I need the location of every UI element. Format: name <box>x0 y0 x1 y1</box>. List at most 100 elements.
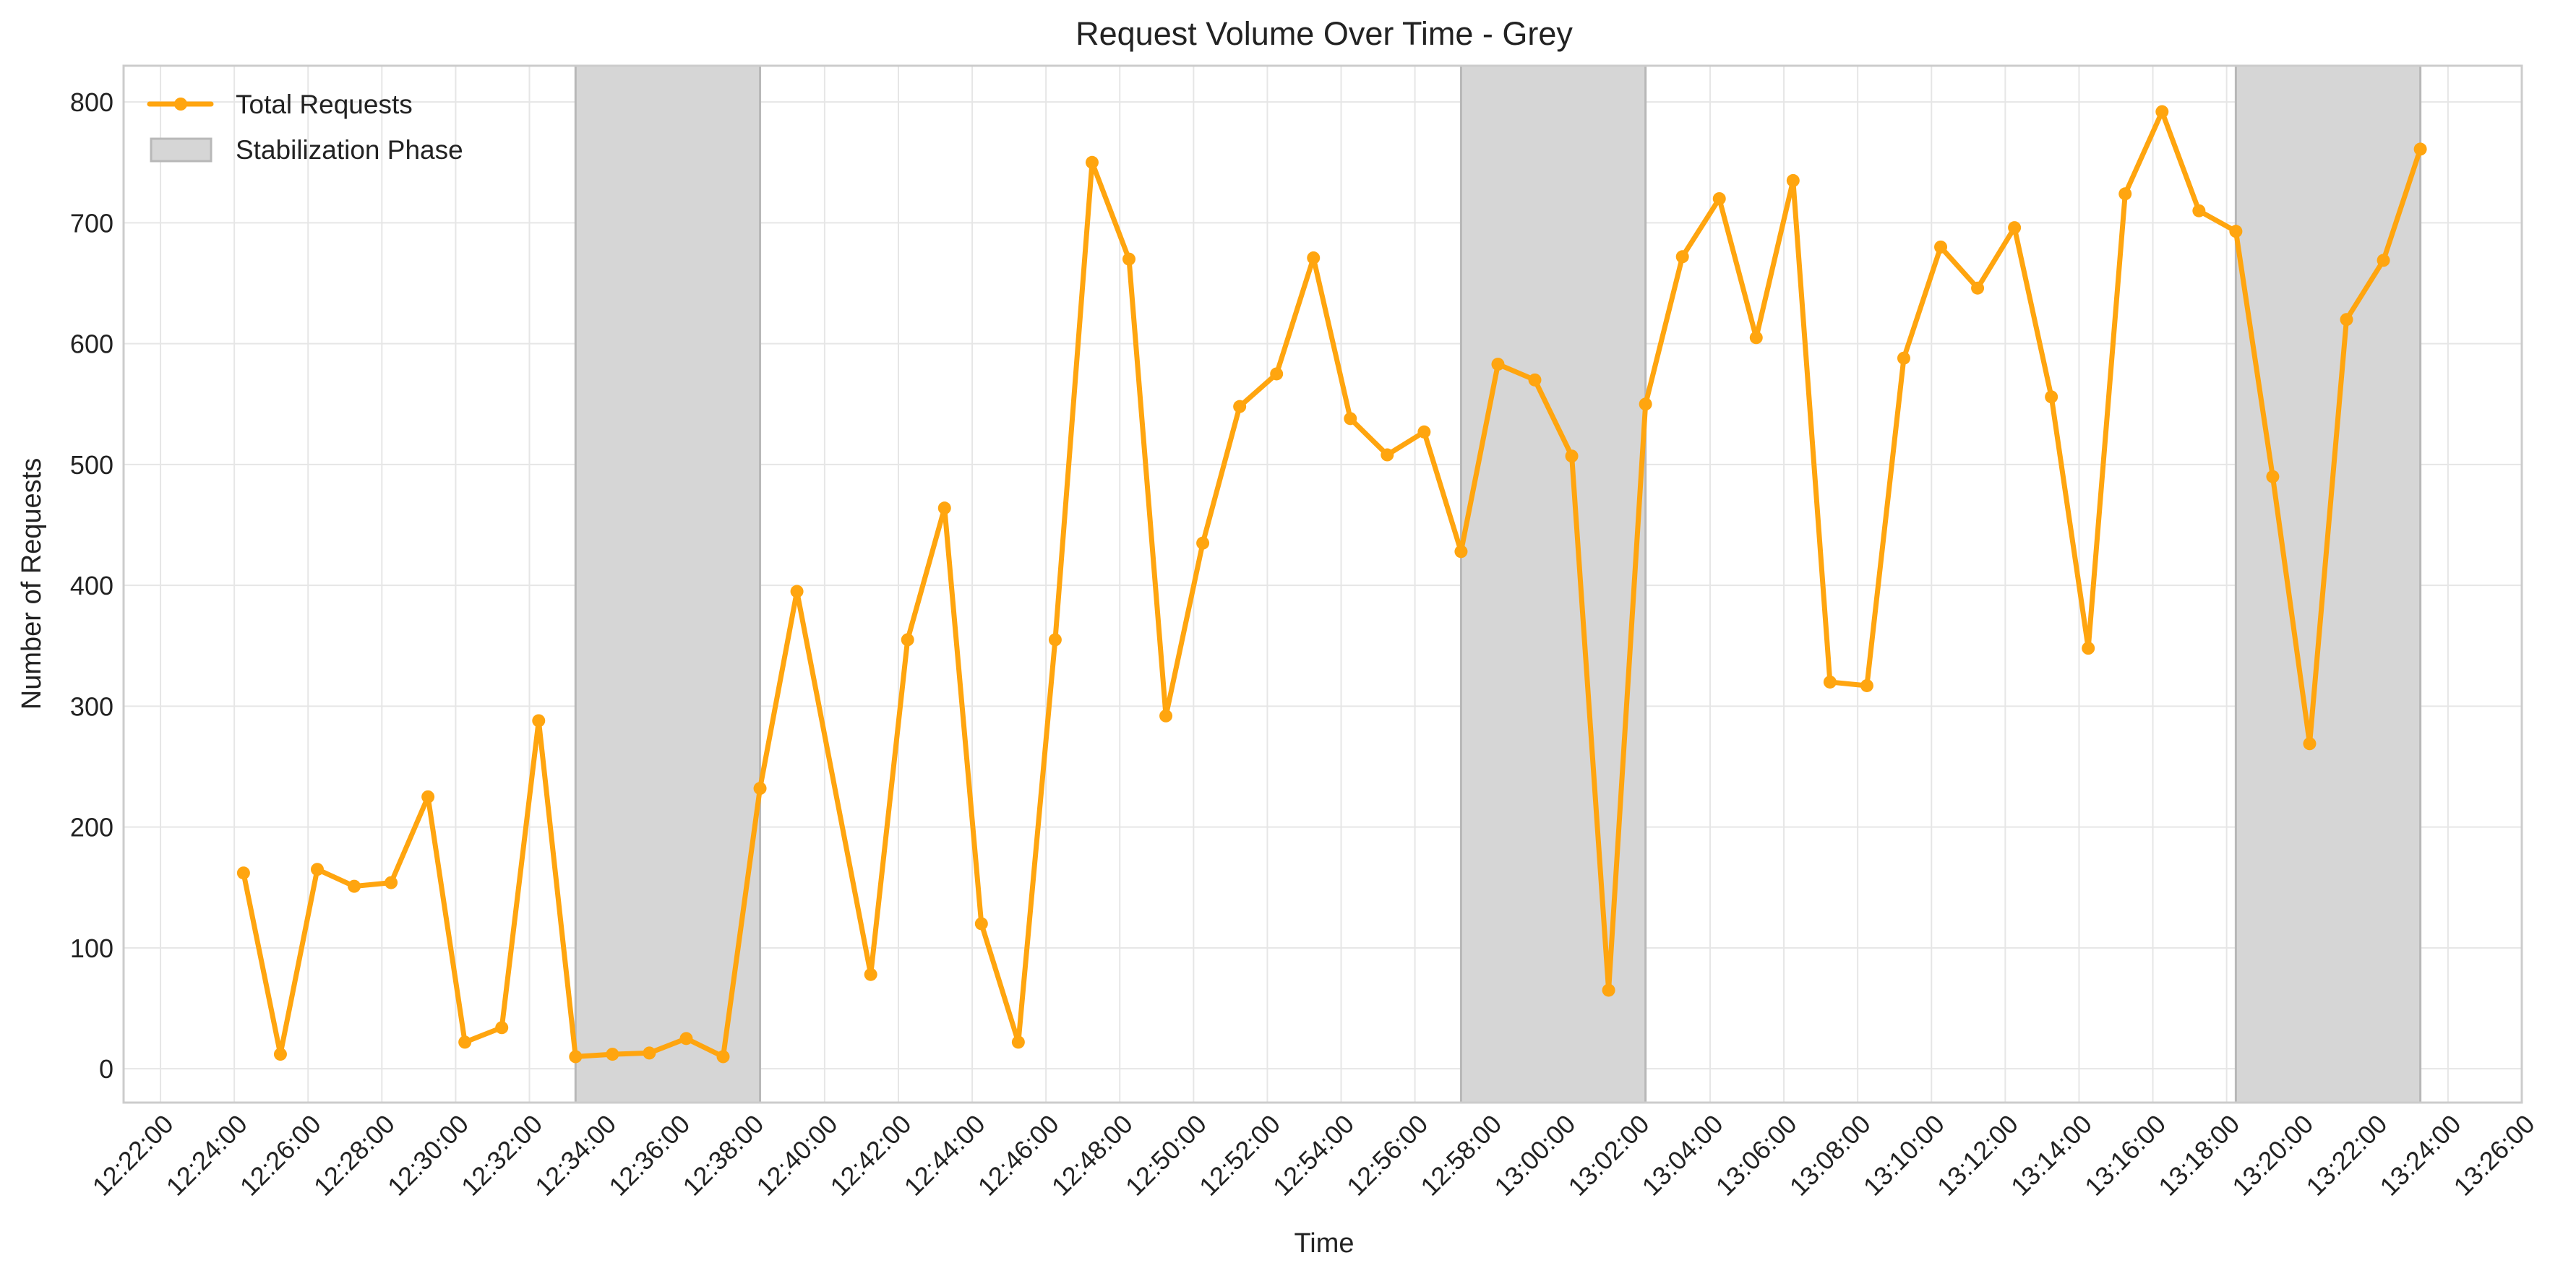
x-tick-label: 12:28:00 <box>308 1109 400 1202</box>
y-tick-label: 100 <box>70 934 113 963</box>
x-tick-label: 12:32:00 <box>455 1109 548 1202</box>
x-tick-label: 12:22:00 <box>87 1109 179 1202</box>
stabilization-phase-band <box>2234 64 2422 1104</box>
y-axis-label: Number of Requests <box>17 458 47 710</box>
y-tick-label: 600 <box>70 329 113 359</box>
data-point <box>1639 397 1652 411</box>
legend-marker-total-requests <box>174 98 187 111</box>
data-point <box>2118 187 2132 201</box>
x-tick-label: 13:26:00 <box>2448 1109 2541 1202</box>
x-axis-ticks: 12:22:0012:24:0012:26:0012:28:0012:30:00… <box>87 1109 2541 1202</box>
data-point <box>458 1035 472 1049</box>
data-point <box>1897 351 1910 365</box>
series-line-total-requests <box>241 109 2423 1059</box>
data-point <box>1491 358 1505 371</box>
data-point <box>2340 313 2353 327</box>
chart-title: Request Volume Over Time - Grey <box>1076 15 1573 52</box>
x-tick-label: 13:06:00 <box>1710 1109 1803 1202</box>
data-point <box>1085 155 1099 169</box>
x-tick-label: 13:12:00 <box>1931 1109 2024 1202</box>
data-point <box>1417 425 1431 439</box>
x-tick-label: 12:38:00 <box>677 1109 769 1202</box>
x-axis-label: Time <box>1294 1228 1354 1259</box>
data-point <box>2082 642 2095 655</box>
x-tick-label: 13:02:00 <box>1562 1109 1654 1202</box>
x-tick-label: 12:30:00 <box>382 1109 474 1202</box>
legend-label-total-requests: Total Requests <box>236 90 413 119</box>
data-point <box>606 1048 619 1061</box>
data-point <box>1934 240 1948 254</box>
data-point <box>716 1050 730 1064</box>
data-point <box>495 1021 509 1035</box>
data-point <box>937 501 951 515</box>
y-tick-label: 200 <box>70 813 113 842</box>
stabilization-phase-band <box>1459 64 1647 1104</box>
data-point <box>1786 173 1800 187</box>
y-tick-label: 800 <box>70 87 113 117</box>
data-point <box>236 866 250 880</box>
x-tick-label: 12:36:00 <box>603 1109 695 1202</box>
data-point <box>753 782 767 796</box>
x-tick-label: 12:34:00 <box>529 1109 622 1202</box>
data-point <box>1860 678 1873 692</box>
x-tick-label: 12:44:00 <box>898 1109 991 1202</box>
data-point <box>421 790 435 803</box>
data-point <box>2155 105 2169 118</box>
data-point <box>1454 545 1468 559</box>
data-point <box>679 1032 693 1046</box>
data-point <box>1602 983 1615 997</box>
x-tick-label: 12:46:00 <box>972 1109 1065 1202</box>
x-tick-label: 12:40:00 <box>750 1109 843 1202</box>
y-tick-label: 0 <box>99 1054 113 1084</box>
data-point <box>2377 254 2390 267</box>
data-point <box>532 714 546 728</box>
y-tick-label: 500 <box>70 450 113 480</box>
x-tick-label: 13:04:00 <box>1636 1109 1729 1202</box>
x-tick-label: 12:26:00 <box>234 1109 327 1202</box>
y-tick-label: 400 <box>70 571 113 600</box>
x-tick-label: 12:52:00 <box>1193 1109 1286 1202</box>
x-tick-label: 12:50:00 <box>1120 1109 1212 1202</box>
data-point <box>1528 373 1542 387</box>
data-point <box>1196 536 1210 550</box>
x-tick-label: 13:14:00 <box>2005 1109 2098 1202</box>
y-axis-ticks: 0 100 200 300 400 500 600 700 800 <box>70 87 113 1084</box>
data-point <box>2303 737 2317 751</box>
data-point <box>1159 709 1173 723</box>
x-tick-label: 13:18:00 <box>2152 1109 2245 1202</box>
data-point <box>1344 412 1357 426</box>
x-tick-label: 13:24:00 <box>2374 1109 2466 1202</box>
plot-frame <box>122 64 2523 1104</box>
series-layer <box>236 105 2427 1064</box>
x-tick-label: 12:56:00 <box>1341 1109 1433 1202</box>
x-tick-label: 12:24:00 <box>160 1109 253 1202</box>
data-point <box>1712 191 1726 205</box>
data-point <box>1233 400 1247 413</box>
stabilization-phase-band <box>574 64 762 1104</box>
data-point <box>569 1050 583 1064</box>
data-point <box>974 917 988 931</box>
legend-label-stabilization-phase: Stabilization Phase <box>236 135 463 165</box>
data-point <box>2008 221 2022 235</box>
data-point <box>1823 675 1837 689</box>
data-point <box>1048 633 1062 647</box>
data-point <box>348 879 361 893</box>
data-point <box>1270 367 1284 381</box>
x-tick-label: 13:22:00 <box>2300 1109 2392 1202</box>
x-tick-label: 13:16:00 <box>2079 1109 2171 1202</box>
x-tick-label: 12:54:00 <box>1267 1109 1360 1202</box>
data-point <box>1971 281 1985 295</box>
data-point <box>1011 1035 1025 1049</box>
data-point <box>1307 251 1321 264</box>
x-tick-label: 12:48:00 <box>1046 1109 1138 1202</box>
x-tick-label: 12:42:00 <box>825 1109 917 1202</box>
data-point <box>901 633 914 647</box>
y-tick-label: 300 <box>70 691 113 721</box>
data-point <box>273 1048 287 1061</box>
legend: Total Requests Stabilization Phase <box>147 90 463 165</box>
data-point <box>385 876 398 889</box>
stabilization-phase-bands <box>574 64 2422 1104</box>
data-point <box>864 967 877 981</box>
x-tick-label: 13:20:00 <box>2226 1109 2319 1202</box>
y-tick-label: 700 <box>70 208 113 238</box>
